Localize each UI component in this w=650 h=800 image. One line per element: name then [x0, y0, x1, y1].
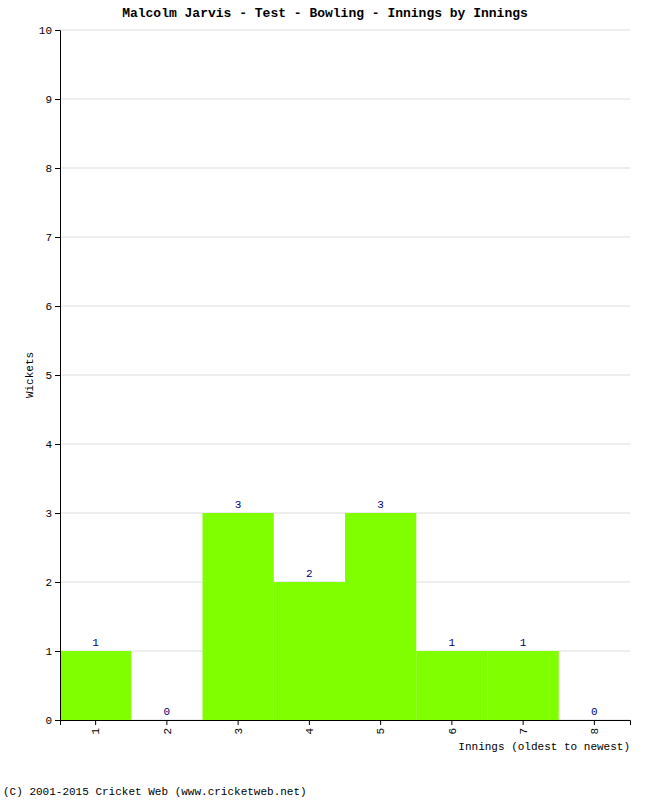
y-tick: 3 — [45, 508, 60, 520]
x-tick-label: 1 — [90, 728, 102, 735]
y-tick-label: 2 — [45, 577, 52, 589]
y-tick-mark — [55, 582, 60, 583]
x-tick-label: 3 — [233, 728, 245, 735]
y-tick-mark — [55, 237, 60, 238]
grid — [60, 30, 630, 720]
grid-line — [60, 168, 630, 169]
y-tick-label: 9 — [45, 94, 52, 106]
data-label: 2 — [306, 568, 313, 580]
y-tick: 2 — [45, 577, 60, 589]
x-tick: 1 — [90, 720, 102, 735]
data-label: 1 — [449, 637, 456, 649]
y-tick-label: 10 — [39, 25, 52, 37]
grid-line — [60, 375, 630, 376]
y-tick-mark — [55, 375, 60, 376]
x-tick-label: 4 — [304, 728, 316, 735]
y-tick: 6 — [45, 301, 60, 313]
title: Malcolm Jarvis - Test - Bowling - Inning… — [122, 6, 528, 21]
y-tick: 8 — [45, 163, 60, 175]
bar — [203, 513, 274, 720]
x-axis-line — [61, 721, 631, 726]
y-tick-label: 3 — [45, 508, 52, 520]
x-tick-mark — [594, 720, 595, 725]
y-tick-mark — [55, 30, 60, 31]
y-tick-label: 5 — [45, 370, 52, 382]
x-tick-mark — [523, 720, 524, 725]
grid-line — [60, 99, 630, 100]
chart: 0123456789101234567810323110Malcolm Jarv… — [0, 0, 650, 800]
y-tick-label: 1 — [45, 646, 52, 658]
bar — [131, 720, 202, 721]
bar — [488, 651, 559, 720]
bar — [274, 582, 345, 720]
grid-line — [60, 30, 630, 31]
bar — [559, 720, 630, 721]
y-tick-label: 4 — [45, 439, 52, 451]
x-tick-mark — [238, 720, 239, 725]
x-tick-label: 7 — [518, 728, 530, 735]
y-tick: 4 — [45, 439, 60, 451]
x-tick-mark — [95, 720, 96, 725]
y-tick-mark — [55, 306, 60, 307]
y-axis-line — [55, 31, 61, 721]
y-tick: 0 — [45, 715, 60, 727]
x-tick: 6 — [447, 720, 459, 735]
x-tick: 4 — [304, 720, 316, 735]
x-tick: 5 — [375, 720, 387, 735]
x-tick-label: 8 — [589, 728, 601, 735]
data-label: 1 — [520, 637, 527, 649]
y-tick-label: 0 — [45, 715, 52, 727]
bars — [60, 513, 559, 720]
y-tick-mark — [55, 168, 60, 169]
y-axis: 0 1 2 3 4 5 6 7 8 9 10 — [39, 25, 61, 727]
x-tick: 8 — [589, 720, 601, 735]
x-tick-label: 6 — [447, 728, 459, 735]
x-tick-mark — [166, 720, 167, 725]
grid-line — [60, 444, 630, 445]
y-tick-label: 6 — [45, 301, 52, 313]
x-tick-label: 5 — [375, 728, 387, 735]
x-tick: 7 — [518, 720, 530, 735]
bar — [345, 513, 416, 720]
y-tick: 10 — [39, 25, 60, 37]
grid-line — [60, 306, 630, 307]
x-tick-mark — [451, 720, 452, 725]
y-tick: 9 — [45, 94, 60, 106]
y-tick: 7 — [45, 232, 60, 244]
x-tick-label: 2 — [162, 728, 174, 735]
y-tick-mark — [55, 720, 60, 721]
plot: 0123456789101234567810323110 — [39, 25, 631, 735]
data-labels: 1 0 3 2 3 1 1 0 — [92, 499, 597, 718]
data-label: 3 — [235, 499, 242, 511]
x-tick: 3 — [233, 720, 245, 735]
footer: (C) 2001-2015 Cricket Web (www.cricketwe… — [3, 786, 307, 798]
data-label: 0 — [591, 706, 598, 718]
bar — [60, 651, 131, 720]
y-tick-mark — [55, 651, 60, 652]
x-axis-title: Innings (oldest to newest) — [458, 741, 630, 753]
data-label: 1 — [92, 637, 99, 649]
x-axis: 1 2 3 4 5 6 7 8 — [61, 720, 631, 735]
x-tick: 2 — [162, 720, 174, 735]
x-tick-mark — [309, 720, 310, 725]
data-label: 3 — [377, 499, 384, 511]
x-tick-mark — [380, 720, 381, 725]
bar — [416, 651, 487, 720]
y-tick-mark — [55, 444, 60, 445]
y-tick-label: 8 — [45, 163, 52, 175]
y-tick-label: 7 — [45, 232, 52, 244]
data-label: 0 — [164, 706, 171, 718]
grid-line — [60, 237, 630, 238]
y-tick-mark — [55, 513, 60, 514]
y-axis-title: Wickets — [24, 352, 36, 398]
y-tick: 5 — [45, 370, 60, 382]
y-tick-mark — [55, 99, 60, 100]
y-tick: 1 — [45, 646, 60, 658]
